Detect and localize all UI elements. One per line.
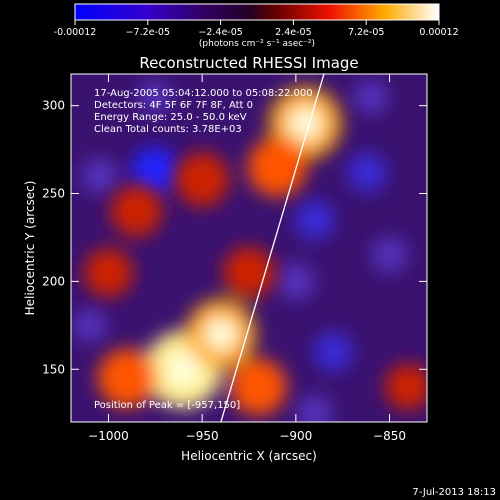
colorbar-tick-label: -0.00012 xyxy=(54,27,97,38)
colorbar-units: (photons cm⁻² s⁻¹ asec⁻²) xyxy=(199,39,315,49)
solar-limb-line xyxy=(220,74,325,422)
y-tick-label: 150 xyxy=(42,362,65,376)
hot-region-core xyxy=(165,351,201,387)
x-tick-label: −900 xyxy=(279,429,312,443)
x-tick-label: −850 xyxy=(373,429,406,443)
cold-region xyxy=(371,237,408,274)
y-tick-label: 200 xyxy=(42,274,65,288)
hot-region xyxy=(223,246,275,299)
cold-region xyxy=(131,147,179,195)
y-tick-label: 300 xyxy=(42,99,65,113)
plot-frame xyxy=(70,73,428,423)
hot-region xyxy=(175,152,230,207)
x-tick-label: −1000 xyxy=(88,429,129,443)
hot-region xyxy=(385,363,427,410)
hot-region-core xyxy=(204,318,237,351)
cold-region xyxy=(277,262,315,301)
chart-title: Reconstructed RHESSI Image xyxy=(139,54,358,72)
y-axis-label: Heliocentric Y (arcsec) xyxy=(23,181,37,316)
cold-region xyxy=(353,79,388,115)
heatmap-area xyxy=(71,74,427,422)
colorbar-tick-label: −2.4e-05 xyxy=(198,27,242,38)
colorbar-ticks: -0.00012 −7.2e-05 −2.4e-05 2.4e-05 7.2e-05 0.… xyxy=(54,20,459,38)
annotation-clean: Clean Total counts: 3.78E+03 xyxy=(94,124,242,135)
y-tick-label: 250 xyxy=(42,187,65,201)
x-tick-label: −950 xyxy=(186,429,219,443)
x-axis-label: Heliocentric X (arcsec) xyxy=(181,449,317,463)
annotation-energy: Energy Range: 25.0 - 50.0 keV xyxy=(94,112,247,123)
hot-region xyxy=(230,358,287,416)
hot-region-core xyxy=(288,106,322,140)
annotation-detectors: Detectors: 4F 5F 6F 7F 8F, Att 0 xyxy=(94,100,253,111)
cold-region xyxy=(138,80,172,114)
colorbar-tick-label: 7.2e-05 xyxy=(348,27,384,38)
cold-region xyxy=(347,152,387,193)
colorbar-tick-label: 2.4e-05 xyxy=(275,27,311,38)
hot-region xyxy=(110,185,163,237)
cold-region xyxy=(294,200,335,240)
cold-region xyxy=(81,157,118,194)
cold-region xyxy=(72,308,107,343)
axis-ticks: −1000 −950 −900 −850 150 200 250 300 xyxy=(42,74,427,443)
colorbar-frame xyxy=(74,3,440,21)
hot-region xyxy=(247,137,307,197)
annotation-time-range: 17-Aug-2005 05:04:12.000 to 05:08:22.000 xyxy=(94,88,313,99)
hot-regions xyxy=(84,87,427,416)
annotation-peak: Position of Peak = [-957,150] xyxy=(94,400,240,411)
colorbar-tick-label: −7.2e-05 xyxy=(126,27,170,38)
hot-region xyxy=(97,348,157,408)
cold-region xyxy=(296,395,333,422)
cold-region xyxy=(313,332,353,372)
cold-regions xyxy=(72,79,408,422)
footer-date: 7-Jul-2013 18:13 xyxy=(412,487,496,498)
colorbar-tick-label: 0.00012 xyxy=(419,27,458,38)
hot-region xyxy=(84,248,133,298)
colorbar xyxy=(75,4,439,20)
